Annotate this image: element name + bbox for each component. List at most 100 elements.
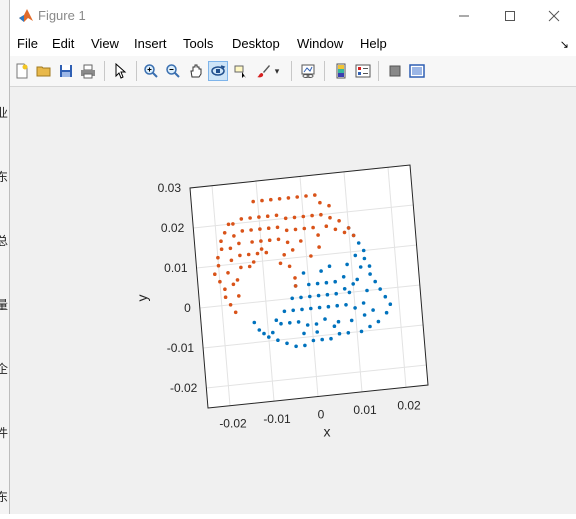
data-point: [249, 228, 253, 232]
data-point: [326, 304, 331, 309]
data-cursor-button[interactable]: [231, 61, 251, 81]
data-point: [274, 213, 279, 218]
data-point: [304, 194, 308, 198]
menu-view[interactable]: View: [91, 36, 119, 51]
menu-desktop[interactable]: Desktop: [232, 36, 280, 51]
data-point: [259, 247, 264, 251]
data-point: [248, 216, 252, 220]
y-grid-line: [206, 364, 427, 389]
zoom-out-button[interactable]: [163, 61, 183, 81]
data-point: [336, 319, 341, 324]
data-point: [384, 310, 389, 315]
pointer-button[interactable]: [110, 61, 130, 81]
axes: -0.02 -0.01 0 0.01 0.02 -0.02 -0.01 0 0.01 0.02 0.…: [158, 164, 429, 431]
data-point: [226, 222, 231, 227]
menu-insert[interactable]: Insert: [134, 36, 167, 51]
data-point: [277, 197, 282, 201]
zoom-in-icon: [144, 64, 158, 78]
menu-file[interactable]: File: [17, 36, 38, 51]
data-point: [388, 302, 393, 306]
scatter-chart[interactable]: -0.02 -0.01 0 0.01 0.02 -0.02 -0.01 0 0.01 0.02 0.…: [10, 87, 576, 514]
data-point: [231, 282, 236, 287]
data-point: [290, 248, 295, 252]
maximize-button[interactable]: [487, 0, 533, 32]
data-point: [365, 288, 369, 293]
menu-tools[interactable]: Tools: [183, 36, 214, 51]
data-point: [216, 255, 220, 260]
open-file-button[interactable]: [34, 61, 54, 81]
data-point: [308, 294, 312, 299]
colorbar-button[interactable]: [331, 61, 351, 81]
data-point: [337, 331, 342, 336]
data-point: [301, 271, 306, 275]
data-point: [334, 291, 339, 296]
rotate-3d-button[interactable]: [208, 61, 228, 81]
menu-bar: File Edit View Insert Tools Desktop Wind…: [10, 32, 576, 56]
menu-overflow-arrow-icon[interactable]: ↘: [559, 39, 569, 51]
menu-help[interactable]: Help: [360, 36, 387, 51]
data-point: [324, 224, 329, 228]
figure-canvas[interactable]: -0.02 -0.01 0 0.01 0.02 -0.02 -0.01 0 0.01 0.02 0.…: [10, 87, 576, 514]
data-point: [355, 277, 360, 282]
data-cursor-icon: [234, 65, 246, 78]
minimize-button[interactable]: [441, 0, 487, 32]
data-point: [311, 225, 315, 230]
open-file-icon: [36, 66, 51, 77]
data-point: [335, 303, 340, 308]
data-point: [315, 281, 320, 286]
background-glyph: 东: [0, 488, 8, 505]
brush-button[interactable]: [254, 61, 274, 81]
brush-dropdown-arrow-icon[interactable]: ▾: [274, 65, 280, 76]
new-figure-button[interactable]: [12, 61, 32, 81]
data-point: [285, 341, 289, 346]
data-point: [246, 252, 251, 257]
print-button[interactable]: [78, 61, 98, 81]
close-icon: [548, 10, 560, 22]
data-point: [259, 239, 263, 243]
save-button[interactable]: [56, 61, 76, 81]
show-plot-tools-button[interactable]: [407, 61, 427, 81]
data-point: [231, 222, 235, 226]
menu-edit[interactable]: Edit: [52, 36, 75, 51]
hide-plot-tools-icon: [389, 65, 401, 77]
close-button[interactable]: [531, 0, 576, 32]
x-tick-label: -0.01: [263, 412, 291, 426]
data-point: [323, 317, 327, 321]
data-point: [276, 338, 280, 342]
data-point: [319, 269, 323, 273]
data-point: [356, 241, 361, 245]
data-point: [309, 306, 313, 311]
x-grid-line: [299, 176, 319, 397]
data-point: [346, 331, 351, 335]
data-point: [240, 229, 245, 233]
data-point: [235, 278, 240, 282]
hide-plot-tools-button[interactable]: [385, 61, 405, 81]
data-point: [218, 279, 222, 284]
zoom-in-button[interactable]: [141, 61, 161, 81]
background-glyph: 量: [0, 296, 8, 313]
figure-toolbar: ▾: [10, 56, 576, 87]
data-point: [229, 258, 234, 263]
data-point: [345, 262, 349, 267]
legend-button[interactable]: [353, 61, 373, 81]
data-point: [371, 308, 375, 312]
x-tick-label: 0.02: [397, 398, 421, 412]
data-point: [313, 193, 317, 197]
data-point: [305, 323, 310, 327]
pan-button[interactable]: [186, 61, 206, 81]
data-point: [292, 215, 297, 220]
data-point: [251, 199, 255, 204]
y-tick-label: 0.03: [158, 181, 182, 195]
pan-icon: [190, 64, 202, 78]
menu-window[interactable]: Window: [297, 36, 344, 51]
data-point: [258, 227, 262, 231]
data-point: [318, 200, 322, 205]
data-point: [250, 240, 254, 244]
x-tick-label: 0: [318, 408, 325, 422]
data-point: [238, 253, 242, 258]
y-tick-label: 0: [184, 301, 191, 315]
data-point: [362, 313, 367, 317]
link-plot-button[interactable]: [298, 61, 318, 81]
colorbar-icon: [336, 63, 346, 79]
data-point: [316, 293, 321, 298]
